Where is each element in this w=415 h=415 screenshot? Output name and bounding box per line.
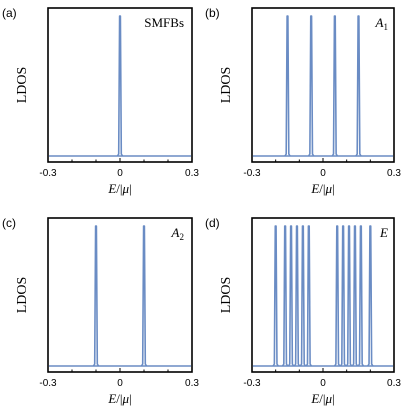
x-tick-label: 0 xyxy=(117,168,123,179)
ldos-peak xyxy=(287,225,295,367)
panel-label: (d) xyxy=(205,216,220,230)
x-tick-label: 0 xyxy=(117,378,123,389)
x-tick-label: -0.3 xyxy=(243,168,261,179)
ldos-peak xyxy=(272,225,279,367)
x-axis-label: E/|μ| xyxy=(310,391,334,406)
ldos-peak xyxy=(140,225,148,367)
plot-frame xyxy=(47,217,193,373)
chart-panel-b: (b) LDOS -0.3 0 0.3 E/|μ| A1 xyxy=(205,6,401,196)
ldos-peak xyxy=(116,15,124,157)
x-tick-label: 0.3 xyxy=(185,378,199,389)
ldos-peak xyxy=(351,225,359,367)
x-tick-label: 0.3 xyxy=(185,168,199,179)
panel-annotation: E xyxy=(379,225,388,240)
y-axis-label: LDOS xyxy=(15,67,30,104)
ldos-peak xyxy=(355,15,362,157)
y-axis-label: LDOS xyxy=(219,277,234,314)
x-axis-label: E/|μ| xyxy=(107,181,131,196)
y-axis-label: LDOS xyxy=(15,277,30,314)
x-tick-label: -0.3 xyxy=(39,378,57,389)
ldos-peak xyxy=(293,225,301,367)
x-tick-label: 0.3 xyxy=(387,378,401,389)
x-tick-label: 0 xyxy=(320,168,326,179)
ldos-peak xyxy=(367,225,374,367)
panel-label: (c) xyxy=(2,216,16,230)
x-tick-label: 0.3 xyxy=(387,168,401,179)
ldos-peak xyxy=(281,225,289,367)
x-tick-label: 0 xyxy=(320,378,326,389)
ldos-peak xyxy=(331,15,339,157)
x-tick-label: -0.3 xyxy=(39,168,57,179)
panel-label: (b) xyxy=(205,6,220,20)
x-tick-label: -0.3 xyxy=(243,378,261,389)
ldos-peak xyxy=(339,225,347,367)
x-axis-label: E/|μ| xyxy=(107,391,131,406)
ldos-peak xyxy=(305,225,313,367)
ldos-peak xyxy=(345,225,353,367)
panel-annotation: A1 xyxy=(375,15,388,32)
panel-label: (a) xyxy=(2,6,17,20)
plot-frame xyxy=(251,7,395,163)
ldos-peak xyxy=(333,225,341,367)
ldos-peak xyxy=(92,225,100,367)
chart-panel-d: (d) LDOS -0.3 0 0.3 E/|μ| E xyxy=(205,216,401,406)
ldos-peak xyxy=(299,225,307,367)
plot-frame xyxy=(251,217,395,373)
ldos-peak xyxy=(284,15,291,157)
ldos-peak xyxy=(307,15,315,157)
chart-panel-a: (a) LDOS -0.3 0 0.3 E/|μ| SMFBs xyxy=(2,6,199,196)
panel-annotation: A2 xyxy=(171,225,184,242)
x-axis-label: E/|μ| xyxy=(310,181,334,196)
ldos-peak xyxy=(357,225,365,367)
panel-annotation: SMFBs xyxy=(144,15,184,30)
chart-panel-c: (c) LDOS -0.3 0 0.3 E/|μ| A2 xyxy=(2,216,199,406)
y-axis-label: LDOS xyxy=(219,67,234,104)
